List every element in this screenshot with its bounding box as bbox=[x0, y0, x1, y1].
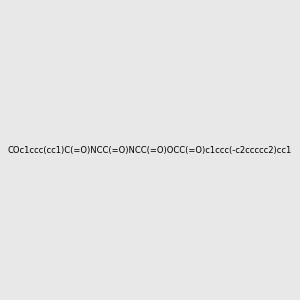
Text: COc1ccc(cc1)C(=O)NCC(=O)NCC(=O)OCC(=O)c1ccc(-c2ccccc2)cc1: COc1ccc(cc1)C(=O)NCC(=O)NCC(=O)OCC(=O)c1… bbox=[8, 146, 292, 154]
